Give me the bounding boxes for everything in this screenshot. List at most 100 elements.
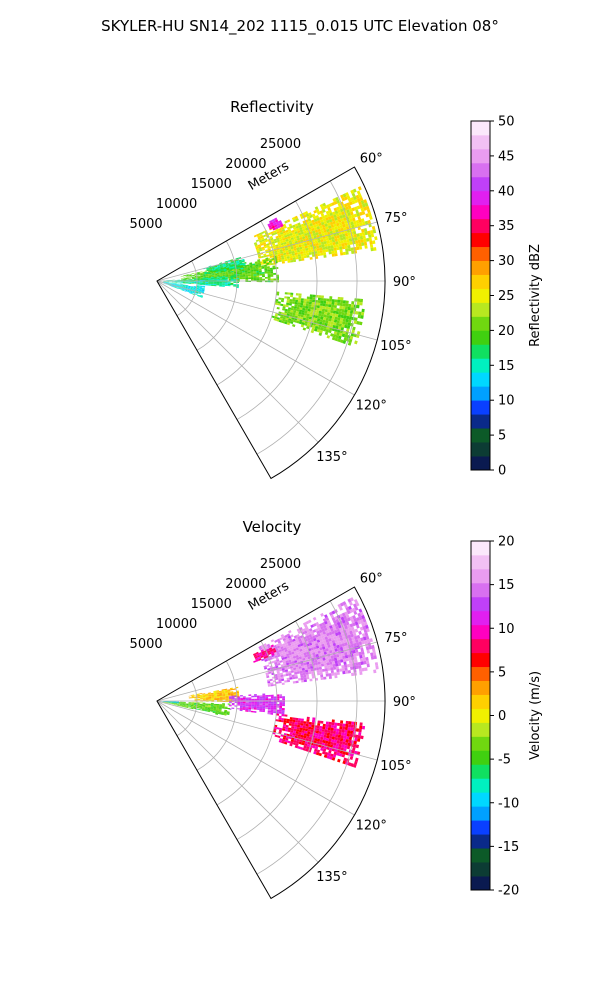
colorbar-swatch-16 bbox=[471, 232, 490, 248]
colorbar-swatch-23 bbox=[471, 134, 490, 150]
radial-tick-label-4: 25000 bbox=[260, 137, 301, 152]
colorbar-swatch-4 bbox=[471, 400, 490, 415]
sector-frame bbox=[156, 586, 386, 900]
radial-tick-label-4: 25000 bbox=[260, 557, 301, 572]
radial-tick-label-0: 5000 bbox=[130, 637, 163, 652]
colorbar-swatch-9 bbox=[471, 750, 490, 765]
angular-tick-label-4: 120° bbox=[356, 399, 387, 414]
colorbar-tick-label-3: -5 bbox=[498, 753, 511, 768]
colorbar-swatch-0 bbox=[471, 456, 490, 471]
angular-grid-line-5 bbox=[156, 700, 319, 863]
colorbar-swatch-8 bbox=[471, 344, 490, 359]
colorbar: 0 5 10 15 20 25 30 35 40 45 50 Reflectivity dBZ bbox=[470, 115, 543, 479]
angular-tick-label-3: 105° bbox=[380, 759, 411, 774]
colorbar-swatch-5 bbox=[471, 386, 490, 401]
colorbar-swatch-8 bbox=[471, 764, 490, 779]
panel-title: Reflectivity bbox=[230, 98, 314, 116]
colorbar-tick-label-2: -10 bbox=[498, 796, 519, 811]
panel-title: Velocity bbox=[243, 518, 302, 536]
colorbar-swatch-16 bbox=[471, 652, 490, 668]
colorbar-swatch-20 bbox=[471, 176, 490, 192]
angular-grid-line-5 bbox=[156, 280, 319, 443]
echo-region-0 bbox=[258, 597, 379, 687]
colorbar-swatch-20 bbox=[471, 596, 490, 612]
radial-tick-label-0: 5000 bbox=[130, 217, 163, 232]
colorbar-swatch-17 bbox=[471, 218, 490, 234]
colorbar-swatch-1 bbox=[471, 862, 490, 877]
radial-grid-arc-1 bbox=[196, 240, 238, 351]
echo-region-5 bbox=[272, 713, 366, 768]
angular-tick-label-2: 90° bbox=[393, 275, 416, 290]
angular-tick-label-4: 120° bbox=[356, 819, 387, 834]
colorbar-tick-label-4: 20 bbox=[498, 324, 515, 339]
colorbar-tick-label-6: 30 bbox=[498, 254, 515, 269]
colorbar-swatch-18 bbox=[471, 624, 490, 640]
colorbar-tick-label-7: 35 bbox=[498, 219, 515, 234]
angular-tick-label-1: 75° bbox=[384, 631, 407, 646]
angular-tick-label-3: 105° bbox=[380, 339, 411, 354]
angular-grid-line-3 bbox=[156, 700, 378, 761]
colorbar-swatch-3 bbox=[471, 834, 490, 849]
sector-frame bbox=[156, 166, 386, 480]
radial-tick-label-2: 15000 bbox=[191, 177, 232, 192]
colorbar-tick-label-1: -15 bbox=[498, 840, 519, 855]
colorbar-swatch-13 bbox=[471, 694, 490, 709]
colorbar-swatch-13 bbox=[471, 274, 490, 289]
radial-grid-arc-1 bbox=[196, 660, 238, 771]
colorbar-swatch-22 bbox=[471, 568, 490, 584]
colorbar-tick-label-0: -20 bbox=[498, 884, 519, 899]
colorbar-swatch-10 bbox=[471, 736, 490, 751]
colorbar-tick-label-5: 5 bbox=[498, 665, 506, 680]
angular-tick-label-5: 135° bbox=[316, 870, 347, 885]
colorbar-swatch-18 bbox=[471, 204, 490, 220]
colorbar-swatch-9 bbox=[471, 330, 490, 345]
angular-tick-label-1: 75° bbox=[384, 211, 407, 226]
colorbar-tick-label-8: 40 bbox=[498, 184, 515, 199]
reflectivity-panel: Reflectivity500010000150002000025000Mete… bbox=[130, 98, 543, 480]
angular-grid-line-1 bbox=[156, 641, 378, 702]
echo-region-1 bbox=[267, 217, 284, 231]
colorbar-label: Velocity (m/s) bbox=[528, 671, 543, 760]
colorbar-swatch-3 bbox=[471, 414, 490, 429]
colorbar-tick-label-9: 45 bbox=[498, 149, 515, 164]
radial-tick-label-3: 20000 bbox=[225, 157, 266, 172]
colorbar-swatch-5 bbox=[471, 806, 490, 821]
colorbar-tick-label-5: 25 bbox=[498, 289, 515, 304]
colorbar-swatch-6 bbox=[471, 372, 490, 387]
colorbar-tick-label-4: 0 bbox=[498, 709, 506, 724]
colorbar-swatch-19 bbox=[471, 610, 490, 626]
radial-tick-label-1: 10000 bbox=[156, 197, 197, 212]
colorbar-swatch-15 bbox=[471, 666, 490, 681]
colorbar-swatch-11 bbox=[471, 722, 490, 737]
colorbar-swatch-24 bbox=[471, 541, 490, 556]
echo-region-3 bbox=[203, 256, 246, 275]
colorbar-swatch-14 bbox=[471, 260, 490, 275]
colorbar-swatch-23 bbox=[471, 554, 490, 570]
colorbar-swatch-15 bbox=[471, 246, 490, 261]
angular-grid-line-4 bbox=[156, 700, 355, 816]
colorbar-swatch-7 bbox=[471, 778, 490, 793]
colorbar-swatch-2 bbox=[471, 848, 490, 863]
echo-region-1 bbox=[252, 644, 277, 663]
angular-tick-label-2: 90° bbox=[393, 695, 416, 710]
angular-tick-label-0: 60° bbox=[360, 151, 383, 166]
colorbar-swatch-1 bbox=[471, 442, 490, 457]
angular-tick-label-0: 60° bbox=[360, 571, 383, 586]
colorbar-swatch-6 bbox=[471, 792, 490, 807]
colorbar-tick-label-10: 50 bbox=[498, 115, 515, 130]
colorbar-swatch-2 bbox=[471, 428, 490, 443]
colorbar-tick-label-6: 10 bbox=[498, 622, 515, 637]
angular-grid-line-3 bbox=[156, 280, 378, 341]
colorbar-swatch-11 bbox=[471, 302, 490, 317]
colorbar-swatch-12 bbox=[471, 288, 490, 303]
colorbar-swatch-7 bbox=[471, 358, 490, 373]
colorbar-swatch-10 bbox=[471, 316, 490, 331]
colorbar-tick-label-8: 20 bbox=[498, 535, 515, 550]
angular-grid-line-4 bbox=[156, 280, 355, 396]
colorbar-tick-label-7: 15 bbox=[498, 578, 515, 593]
colorbar-swatch-21 bbox=[471, 582, 490, 598]
colorbar-label: Reflectivity dBZ bbox=[528, 244, 543, 347]
echo-region-2 bbox=[180, 255, 279, 283]
